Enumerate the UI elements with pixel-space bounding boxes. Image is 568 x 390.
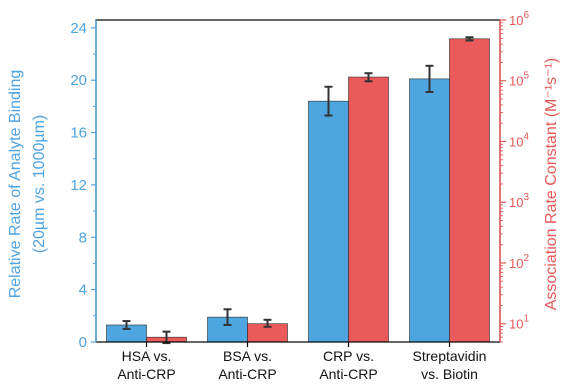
left-tick-label-6: 24: [70, 20, 87, 37]
left-tick-label-2: 8: [79, 229, 87, 246]
category-label-line: Anti-CRP: [218, 366, 276, 382]
category-label-line: Anti-CRP: [319, 366, 377, 382]
bar-right-3: [449, 38, 490, 343]
category-label-line: CRP vs.: [323, 348, 374, 364]
right-axis-title: Association Rate Constant (M⁻¹s⁻¹): [543, 58, 560, 311]
right-tick-exponent-3: 4: [523, 131, 529, 142]
left-tick-label-0: 0: [79, 334, 87, 351]
right-tick-label-2: 103: [509, 192, 529, 210]
bar-right-2: [348, 76, 389, 343]
right-tick-label-4: 105: [509, 71, 529, 89]
left-tick-label-1: 4: [79, 282, 87, 299]
left-axis-title: Relative Rate of Analyte Binding: [7, 70, 24, 299]
category-label-line: HSA vs.: [122, 348, 172, 364]
right-axis-title-text: Association Rate Constant (M⁻¹s⁻¹): [543, 58, 560, 311]
right-tick-exponent-5: 6: [523, 10, 529, 21]
x-axis: HSA vs. Anti-CRP BSA vs. Anti-CRP CRP vs. Ant…: [117, 342, 486, 382]
bars-layer: [106, 36, 490, 345]
category-label-3: Streptavidin vs. Biotin: [413, 348, 487, 382]
right-tick-label-5: 106: [509, 10, 529, 28]
left-tick-label-3: 12: [70, 177, 87, 194]
left-axis: 0 4 8 12 16 20 24: [70, 20, 97, 351]
left-tick-label-5: 20: [70, 72, 87, 89]
category-label-0: HSA vs. Anti-CRP: [117, 348, 175, 382]
left-axis-title-line1: Relative Rate of Analyte Binding: [7, 70, 24, 299]
right-tick-label-3: 104: [509, 131, 529, 149]
bar-left-2: [308, 100, 349, 343]
right-tick-exponent-2: 3: [523, 192, 529, 203]
category-label-line: vs. Biotin: [421, 366, 478, 382]
right-tick-exponent-1: 2: [523, 253, 529, 264]
bar-left-3: [409, 78, 450, 343]
category-label-line: Anti-CRP: [117, 366, 175, 382]
category-label-2: CRP vs. Anti-CRP: [319, 348, 377, 382]
category-label-1: BSA vs. Anti-CRP: [218, 348, 276, 382]
category-label-line: Streptavidin: [413, 348, 487, 364]
left-tick-label-4: 16: [70, 125, 87, 142]
right-tick-exponent-0: 1: [523, 314, 529, 325]
right-axis: 101 102 103 104 105 106: [499, 10, 529, 343]
right-tick-label-1: 102: [509, 253, 529, 271]
left-axis-title-2: (20µm vs. 1000µm): [31, 115, 48, 253]
right-tick-label-0: 101: [509, 314, 529, 332]
category-label-line: BSA vs.: [223, 348, 272, 364]
right-tick-exponent-4: 5: [523, 71, 529, 82]
left-axis-title-line2: (20µm vs. 1000µm): [31, 115, 48, 253]
